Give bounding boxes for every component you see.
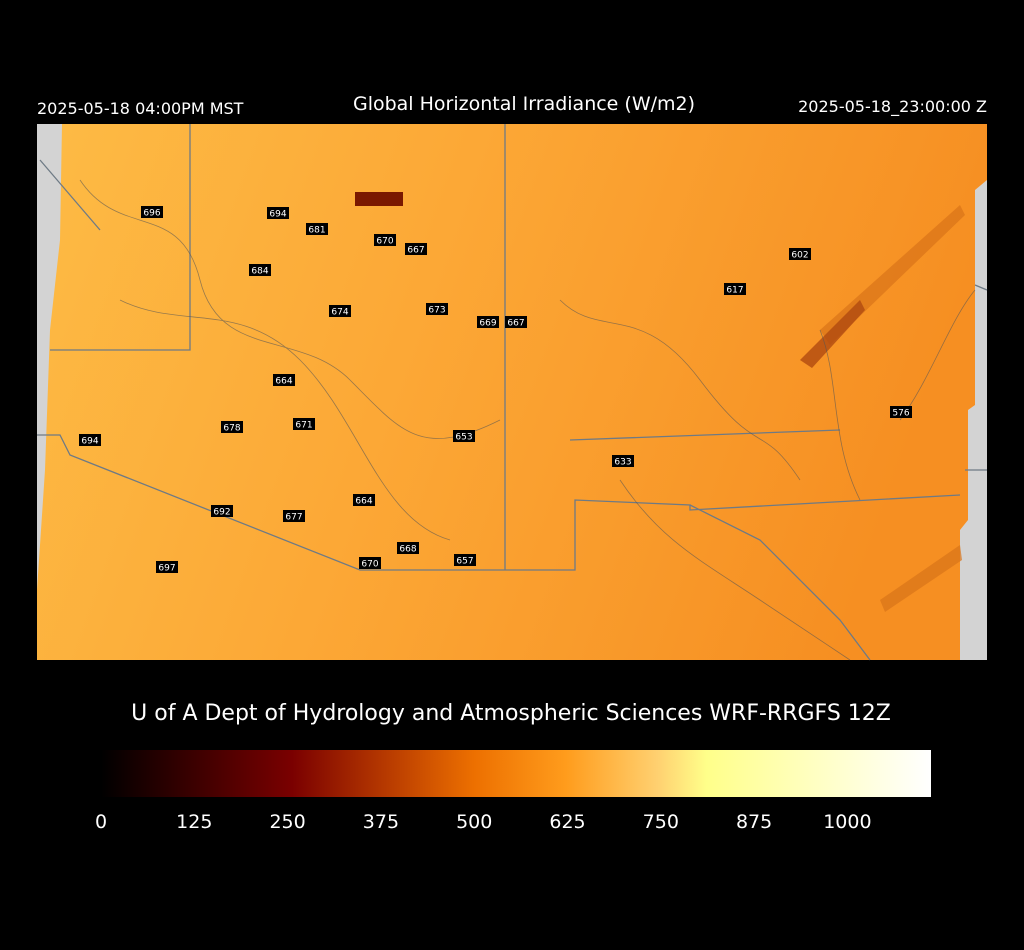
colorbar-tick-label: 625 <box>549 811 585 833</box>
station-box <box>267 207 289 219</box>
colorbar-ticks: 0 125 250 375 500 625 750 875 1000 <box>95 811 872 833</box>
station-box <box>426 303 448 315</box>
station-box <box>306 223 328 235</box>
station-box <box>293 418 315 430</box>
station-value: 664 <box>275 377 292 387</box>
station-value: 667 <box>507 319 524 329</box>
colorbar-tick-label: 0 <box>95 811 107 833</box>
cloud-band <box>880 545 962 612</box>
station-value: 576 <box>892 409 909 419</box>
station-value: 697 <box>158 564 175 574</box>
station-box <box>724 283 746 295</box>
station-box <box>156 561 178 573</box>
colorbar-tick-label: 1000 <box>823 811 871 833</box>
station-value: 684 <box>251 267 268 277</box>
station-box <box>79 434 101 446</box>
valid-time-utc: 2025-05-18_23:00:00 Z <box>798 97 987 117</box>
colorbar <box>101 750 931 797</box>
station-box <box>405 243 427 255</box>
station-value: 674 <box>331 308 348 318</box>
station-box <box>353 494 375 506</box>
colorbar-tick-label: 500 <box>456 811 492 833</box>
colorbar-tick-label: 250 <box>269 811 305 833</box>
borders <box>37 124 988 661</box>
valid-time-local: 2025-05-18 04:00PM MST <box>37 99 244 118</box>
station-value: 696 <box>143 209 160 219</box>
cloud-band <box>800 300 865 368</box>
station-value: 657 <box>456 557 473 567</box>
station-value: 602 <box>791 251 808 261</box>
station-value: 653 <box>455 433 472 443</box>
station-box <box>359 557 381 569</box>
station-box <box>249 264 271 276</box>
station-value: 671 <box>295 421 312 431</box>
station-box <box>211 505 233 517</box>
station-value: 669 <box>479 319 496 329</box>
station-value: 664 <box>355 497 372 507</box>
station-box <box>329 305 351 317</box>
station-value: 668 <box>399 545 416 555</box>
station-value: 692 <box>213 508 230 518</box>
map: 696 694 681 670 667 684 674 673 669 667 602 617 664 6… <box>37 124 988 661</box>
map-title: Global Horizontal Irradiance (W/m2) <box>353 93 695 115</box>
station-box <box>612 455 634 467</box>
station-box <box>221 421 243 433</box>
station-box <box>505 316 527 328</box>
station-value: 670 <box>361 560 378 570</box>
station-value: 617 <box>726 286 743 296</box>
station-box <box>890 406 912 418</box>
station-value: 694 <box>269 210 286 220</box>
station-labels: 696 694 681 670 667 684 674 673 669 667 602 617 664 6… <box>79 206 912 574</box>
station-value: 681 <box>308 226 325 236</box>
station-value: 670 <box>376 237 393 247</box>
station-box <box>454 554 476 566</box>
colorbar-tick-label: 125 <box>176 811 212 833</box>
station-box <box>453 430 475 442</box>
cloud-patch <box>355 192 403 206</box>
station-box <box>789 248 811 260</box>
colorbar-tick-label: 750 <box>643 811 679 833</box>
station-box <box>477 316 499 328</box>
station-box <box>374 234 396 246</box>
terrain-contours <box>79 179 976 661</box>
station-value: 633 <box>614 458 631 468</box>
credit: U of A Dept of Hydrology and Atmospheric… <box>131 701 891 726</box>
station-box <box>273 374 295 386</box>
colorbar-tick-label: 375 <box>363 811 399 833</box>
station-value: 673 <box>428 306 445 316</box>
station-box <box>397 542 419 554</box>
station-value: 678 <box>223 424 240 434</box>
colorbar-tick-label: 875 <box>736 811 772 833</box>
station-value: 677 <box>285 513 302 523</box>
station-box <box>141 206 163 218</box>
irradiance-field <box>37 124 987 660</box>
station-value: 667 <box>407 246 424 256</box>
station-box <box>283 510 305 522</box>
station-value: 694 <box>81 437 98 447</box>
